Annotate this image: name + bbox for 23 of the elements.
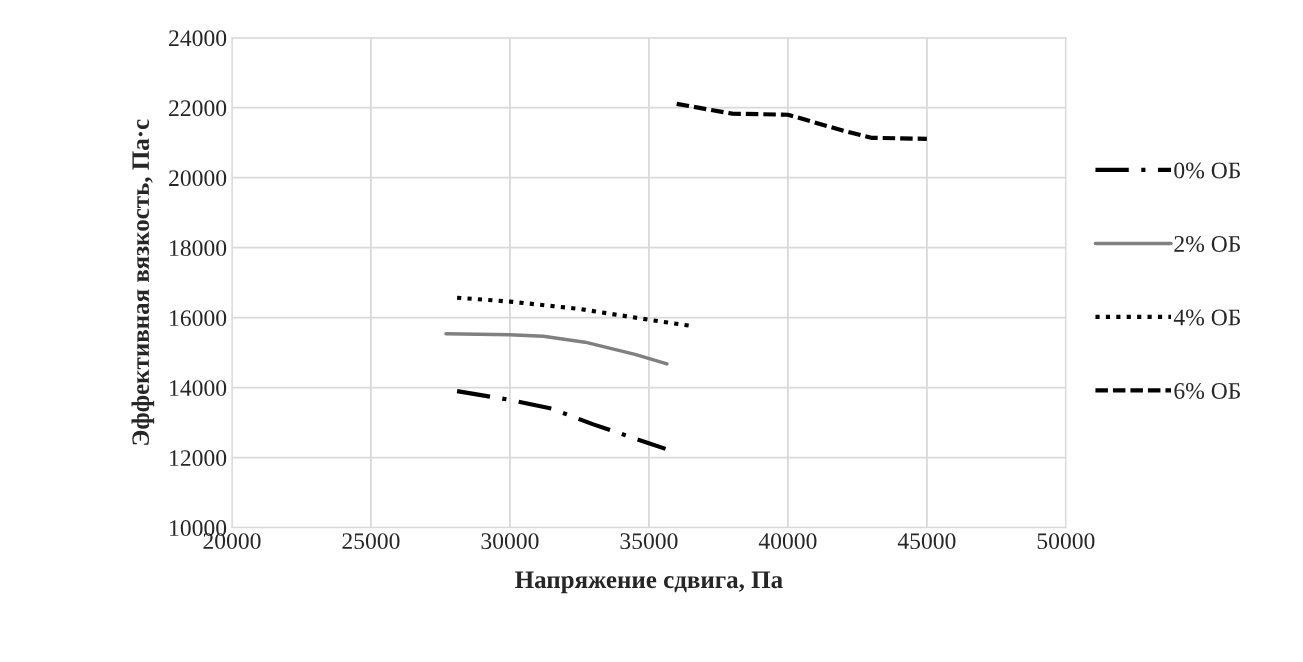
y-tick-label: 14000 [170,380,227,397]
y-tick-label: 20000 [169,170,227,187]
y-tick-label: 16000 [170,310,227,327]
legend-label: 0% ОБ [1174,162,1240,179]
x-tick-label: 40000 [758,533,817,550]
x-tick-label: 25000 [342,533,400,550]
y-tick-label: 22000 [169,100,227,117]
x-axis-title: Напряжение сдвига, Па [515,571,783,594]
y-axis-title: Эффективная вязкость, Па·с [131,119,155,445]
legend-label: 6% ОБ [1174,382,1240,399]
legend-label: 2% ОБ [1174,235,1240,252]
x-tick-label: 50000 [1037,533,1095,550]
line-series [455,389,668,451]
x-tick-label: 45000 [897,533,956,550]
line-series [455,295,692,328]
y-tick-label: 24000 [169,30,227,47]
y-tick-label: 12000 [170,450,227,467]
line-series [674,101,929,141]
y-tick-label: 18000 [170,240,227,257]
legend-label: 4% ОБ [1173,309,1240,326]
line-series [444,332,669,366]
x-tick-label: 30000 [481,533,539,550]
x-tick-label: 35000 [620,533,678,550]
